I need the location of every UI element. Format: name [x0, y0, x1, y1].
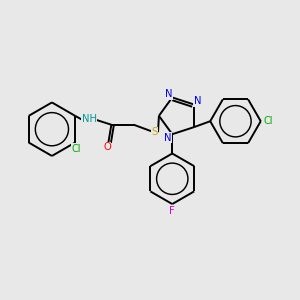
- Text: N: N: [194, 97, 201, 106]
- Text: NH: NH: [82, 114, 97, 124]
- Text: N: N: [165, 89, 172, 100]
- Text: Cl: Cl: [263, 116, 273, 126]
- Text: Cl: Cl: [72, 143, 81, 154]
- Text: N: N: [164, 133, 172, 143]
- Text: F: F: [169, 206, 175, 216]
- Text: O: O: [103, 142, 111, 152]
- Text: S: S: [151, 127, 158, 137]
